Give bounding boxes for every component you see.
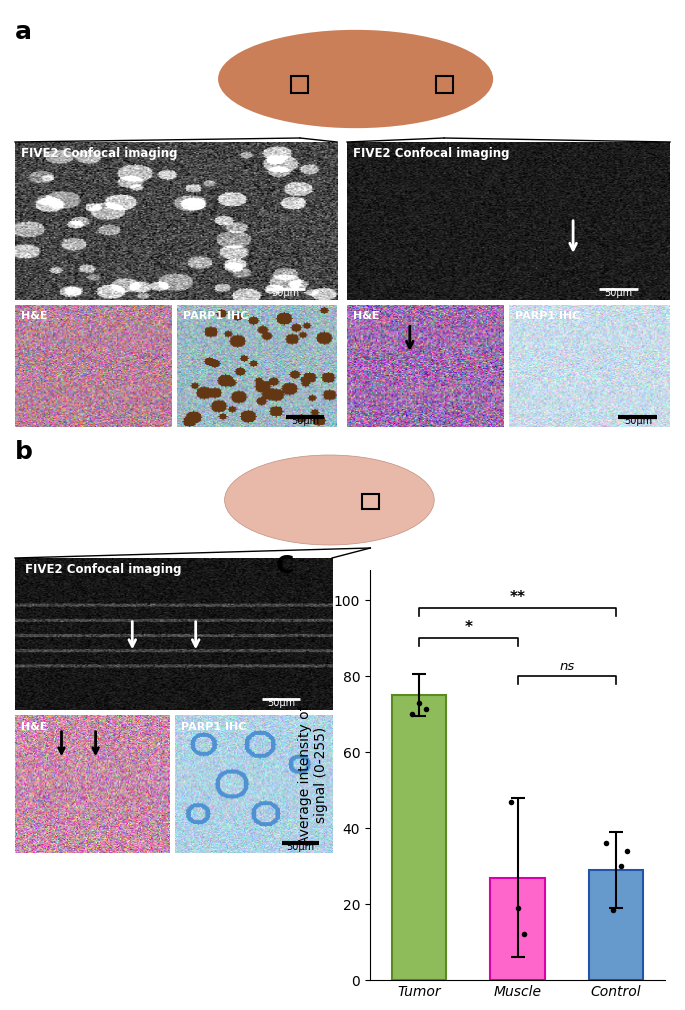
Point: [519, 926, 530, 942]
Text: a: a: [15, 20, 32, 44]
Text: Normal
muscle: Normal muscle: [597, 33, 653, 64]
Text: PARP1 IHC: PARP1 IHC: [182, 722, 247, 732]
Text: H&E: H&E: [353, 311, 379, 321]
Text: 50μm: 50μm: [291, 416, 319, 426]
Point: [615, 858, 626, 875]
Point: [608, 902, 619, 918]
Text: 50μm: 50μm: [267, 699, 295, 708]
Y-axis label: Average intensity of
signal (0-255): Average intensity of signal (0-255): [298, 705, 328, 844]
Text: b: b: [15, 440, 33, 464]
Text: FIVE2 Confocal imaging: FIVE2 Confocal imaging: [25, 563, 181, 576]
Text: Tumor: Tumor: [32, 36, 80, 51]
Bar: [291, 76, 308, 93]
Text: 2mm: 2mm: [600, 537, 629, 547]
Text: ns: ns: [559, 661, 574, 674]
Point: [512, 900, 523, 916]
Bar: [362, 494, 379, 509]
Text: PARP1 IHC: PARP1 IHC: [184, 311, 249, 321]
Point: [407, 706, 418, 722]
Bar: [436, 76, 453, 93]
Text: PARP1 IHC: PARP1 IHC: [515, 311, 581, 321]
Text: Control
tongue: Control tongue: [32, 449, 89, 479]
Point: [621, 843, 632, 860]
Point: [505, 794, 516, 810]
Text: 50μm: 50μm: [624, 416, 652, 426]
Bar: [490, 878, 545, 980]
Text: C: C: [275, 553, 294, 578]
Point: [414, 695, 425, 711]
Text: 50μm: 50μm: [286, 841, 314, 851]
Text: *: *: [464, 620, 473, 635]
Text: 2mm: 2mm: [600, 126, 629, 136]
Text: **: **: [510, 590, 525, 605]
Text: H&E: H&E: [21, 722, 48, 732]
Ellipse shape: [225, 454, 434, 545]
Text: FIVE2 Confocal imaging: FIVE2 Confocal imaging: [353, 146, 510, 160]
Point: [421, 701, 432, 717]
Bar: [392, 695, 446, 980]
Text: 50μm: 50μm: [271, 289, 299, 298]
Text: H&E: H&E: [21, 311, 48, 321]
Text: 50μm: 50μm: [604, 289, 632, 298]
Text: FIVE2 Confocal imaging: FIVE2 Confocal imaging: [21, 146, 178, 160]
Bar: [589, 870, 643, 980]
Point: [601, 835, 612, 851]
Ellipse shape: [218, 30, 493, 128]
